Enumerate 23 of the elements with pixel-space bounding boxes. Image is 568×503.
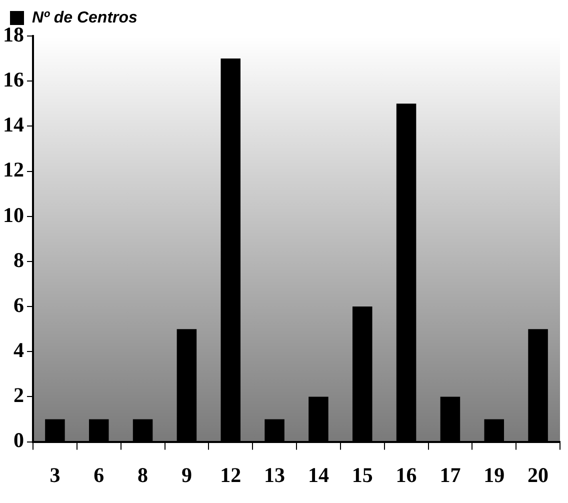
legend-label: Nº de Centros (32, 9, 138, 26)
x-tick-label: 19 (484, 462, 505, 487)
y-tick-label: 4 (14, 338, 24, 362)
x-tick-label: 14 (308, 462, 330, 487)
x-tick-label: 13 (264, 462, 286, 487)
x-tick-label: 20 (528, 462, 549, 487)
y-tick-label: 14 (3, 112, 24, 137)
x-tick-label: 17 (440, 462, 461, 487)
y-tick-label: 0 (14, 428, 24, 452)
y-tick-label: 10 (3, 202, 24, 227)
x-tick-label: 3 (50, 462, 60, 487)
x-tick-label: 6 (94, 462, 104, 487)
y-tick-label: 16 (3, 68, 24, 92)
x-tick-label: 8 (138, 462, 148, 487)
y-tick-label: 6 (14, 292, 24, 317)
y-tick-label: 8 (14, 248, 24, 272)
x-tick-label: 12 (220, 462, 242, 487)
x-tick-label: 16 (396, 462, 417, 487)
x-tick-label: 9 (181, 462, 192, 487)
y-tick-label: 18 (3, 22, 24, 46)
y-tick-label: 2 (14, 383, 24, 408)
x-tick-label: 15 (352, 462, 373, 487)
y-tick-label: 12 (3, 158, 24, 182)
